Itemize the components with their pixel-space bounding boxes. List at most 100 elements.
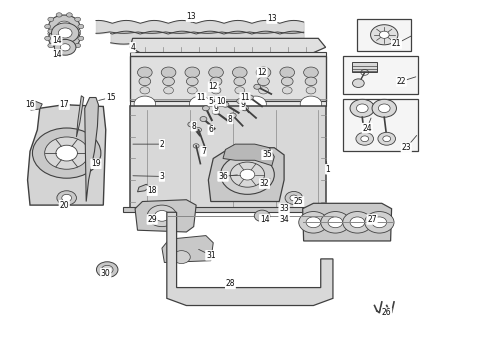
Text: 9: 9 — [213, 104, 218, 113]
Text: 11: 11 — [240, 93, 250, 102]
Circle shape — [172, 251, 190, 264]
Circle shape — [370, 25, 398, 45]
Circle shape — [56, 145, 77, 161]
Circle shape — [280, 67, 294, 78]
Circle shape — [259, 87, 269, 94]
Polygon shape — [352, 62, 377, 72]
Text: 3: 3 — [160, 172, 164, 181]
Text: 26: 26 — [382, 308, 392, 317]
Text: 20: 20 — [59, 201, 69, 210]
Text: 1: 1 — [326, 165, 330, 174]
Text: 24: 24 — [362, 123, 372, 132]
Circle shape — [229, 113, 236, 118]
Circle shape — [140, 87, 150, 94]
Text: 13: 13 — [186, 12, 196, 21]
Text: 28: 28 — [225, 279, 235, 288]
Text: 19: 19 — [91, 159, 101, 168]
Text: 4: 4 — [130, 43, 135, 52]
Text: 7: 7 — [201, 147, 206, 156]
Text: 8: 8 — [228, 114, 233, 123]
Text: 16: 16 — [25, 100, 35, 109]
Circle shape — [230, 162, 265, 187]
Circle shape — [356, 132, 373, 145]
Circle shape — [187, 87, 197, 94]
Text: 14: 14 — [260, 215, 270, 224]
Text: 3: 3 — [160, 172, 164, 181]
Circle shape — [163, 77, 174, 86]
Circle shape — [372, 217, 387, 228]
Circle shape — [57, 33, 72, 44]
Circle shape — [209, 67, 223, 78]
Circle shape — [372, 99, 396, 117]
Circle shape — [254, 210, 270, 222]
Circle shape — [352, 79, 364, 87]
Circle shape — [67, 48, 73, 52]
Text: 7: 7 — [201, 147, 206, 156]
Polygon shape — [208, 148, 284, 202]
Circle shape — [242, 106, 248, 111]
Text: 13: 13 — [186, 12, 196, 21]
Circle shape — [305, 77, 317, 86]
Circle shape — [254, 84, 261, 89]
Text: 5: 5 — [208, 96, 213, 105]
Circle shape — [365, 212, 394, 233]
Text: 30: 30 — [101, 269, 111, 278]
Text: 11: 11 — [196, 93, 206, 102]
Circle shape — [67, 36, 73, 40]
Text: 29: 29 — [147, 215, 157, 224]
Text: 12: 12 — [208, 82, 218, 91]
Polygon shape — [130, 39, 326, 53]
Circle shape — [56, 48, 62, 52]
Circle shape — [67, 24, 73, 29]
Circle shape — [234, 77, 245, 86]
Text: 13: 13 — [267, 14, 277, 23]
Text: 14: 14 — [52, 36, 62, 45]
Text: 6: 6 — [208, 125, 213, 134]
Text: 29: 29 — [147, 215, 157, 224]
Circle shape — [58, 28, 72, 38]
Circle shape — [211, 87, 221, 94]
Circle shape — [56, 36, 62, 40]
Circle shape — [222, 102, 229, 107]
Text: 14: 14 — [52, 50, 62, 59]
Text: 23: 23 — [401, 143, 411, 152]
Polygon shape — [76, 96, 84, 137]
Text: 9: 9 — [240, 100, 245, 109]
Bar — [343, 56, 418, 94]
Circle shape — [54, 40, 76, 55]
Circle shape — [45, 137, 89, 169]
Circle shape — [282, 87, 292, 94]
Circle shape — [328, 217, 343, 228]
Circle shape — [74, 17, 80, 22]
Circle shape — [285, 192, 303, 204]
Text: 9: 9 — [240, 100, 245, 109]
Circle shape — [60, 44, 70, 51]
Text: 10: 10 — [216, 96, 225, 105]
Text: 22: 22 — [396, 77, 406, 86]
Text: 26: 26 — [382, 308, 392, 317]
Text: 10: 10 — [216, 96, 225, 105]
Circle shape — [290, 195, 298, 201]
Circle shape — [256, 67, 271, 78]
Circle shape — [350, 217, 365, 228]
Text: 2: 2 — [160, 140, 164, 149]
Circle shape — [246, 95, 253, 100]
Text: 35: 35 — [262, 150, 272, 159]
Text: 11: 11 — [240, 93, 250, 102]
Circle shape — [220, 155, 274, 194]
Circle shape — [212, 109, 219, 114]
Text: 25: 25 — [294, 197, 304, 206]
Circle shape — [281, 77, 293, 86]
Circle shape — [78, 24, 84, 29]
Circle shape — [378, 132, 395, 145]
Circle shape — [138, 67, 152, 78]
Circle shape — [379, 31, 389, 39]
Polygon shape — [138, 184, 150, 192]
Circle shape — [62, 194, 72, 202]
Polygon shape — [27, 105, 106, 205]
Circle shape — [164, 87, 173, 94]
Polygon shape — [130, 107, 326, 209]
Circle shape — [378, 104, 390, 113]
Polygon shape — [130, 101, 326, 107]
Text: 8: 8 — [191, 122, 196, 131]
